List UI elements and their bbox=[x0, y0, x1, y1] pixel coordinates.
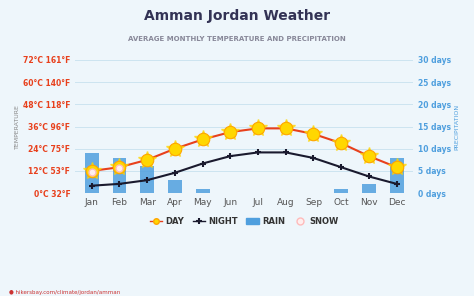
Bar bbox=[390, 157, 403, 193]
Bar bbox=[168, 180, 182, 193]
Bar bbox=[362, 184, 376, 193]
Bar bbox=[140, 166, 154, 193]
Y-axis label: PRECIPITATION: PRECIPITATION bbox=[454, 104, 459, 149]
Bar bbox=[334, 189, 348, 193]
Bar bbox=[196, 189, 210, 193]
Text: ● hikersbay.com/climate/jordan/amman: ● hikersbay.com/climate/jordan/amman bbox=[9, 289, 121, 295]
Bar bbox=[85, 153, 99, 193]
Text: AVERAGE MONTHLY TEMPERATURE AND PRECIPITATION: AVERAGE MONTHLY TEMPERATURE AND PRECIPIT… bbox=[128, 36, 346, 41]
Bar bbox=[112, 157, 127, 193]
Text: Amman Jordan Weather: Amman Jordan Weather bbox=[144, 9, 330, 23]
Legend: DAY, NIGHT, RAIN, SNOW: DAY, NIGHT, RAIN, SNOW bbox=[146, 213, 342, 229]
Y-axis label: TEMPERATURE: TEMPERATURE bbox=[15, 104, 20, 149]
